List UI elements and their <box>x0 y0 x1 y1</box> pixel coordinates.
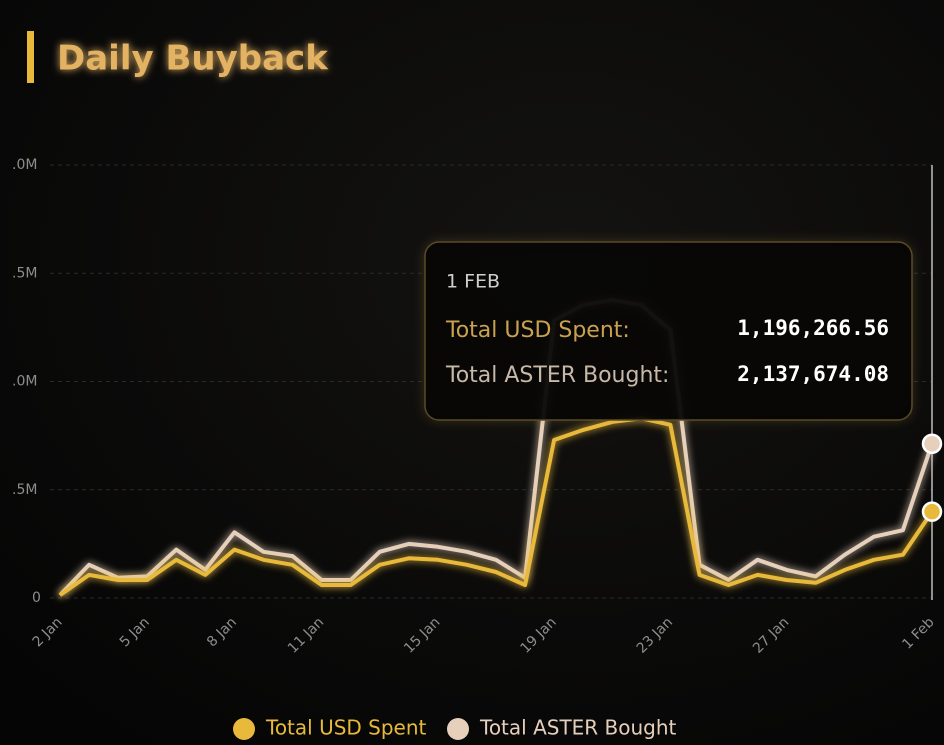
y-tick-label: .5M <box>12 265 37 281</box>
y-tick-label: 0 <box>32 590 41 606</box>
tooltip-value: 2,137,674.08 <box>737 362 889 386</box>
tooltip-label: Total USD Spent: <box>445 318 630 343</box>
tooltip-label: Total ASTER Bought: <box>445 363 669 388</box>
y-tick-label: .0M <box>12 374 37 390</box>
tooltip-value: 1,196,266.56 <box>737 316 889 340</box>
tooltip-box <box>424 241 913 421</box>
legend-label: Total ASTER Bought <box>479 716 677 740</box>
legend-label: Total USD Spent <box>265 716 427 740</box>
active-point <box>921 433 943 454</box>
legend-swatch <box>447 718 469 740</box>
title-accent <box>27 31 34 83</box>
y-tick-label: .0M <box>12 157 37 173</box>
chart-title: Daily Buyback <box>57 39 329 79</box>
series-line <box>58 416 934 597</box>
series-line <box>58 298 934 597</box>
active-point <box>921 501 943 522</box>
legend-swatch <box>233 718 255 740</box>
tooltip-title: 1 FEB <box>446 271 500 293</box>
y-tick-label: .5M <box>12 482 37 498</box>
tooltip: 1 FEB Total USD Spent: Total ASTER Bough… <box>424 241 913 421</box>
